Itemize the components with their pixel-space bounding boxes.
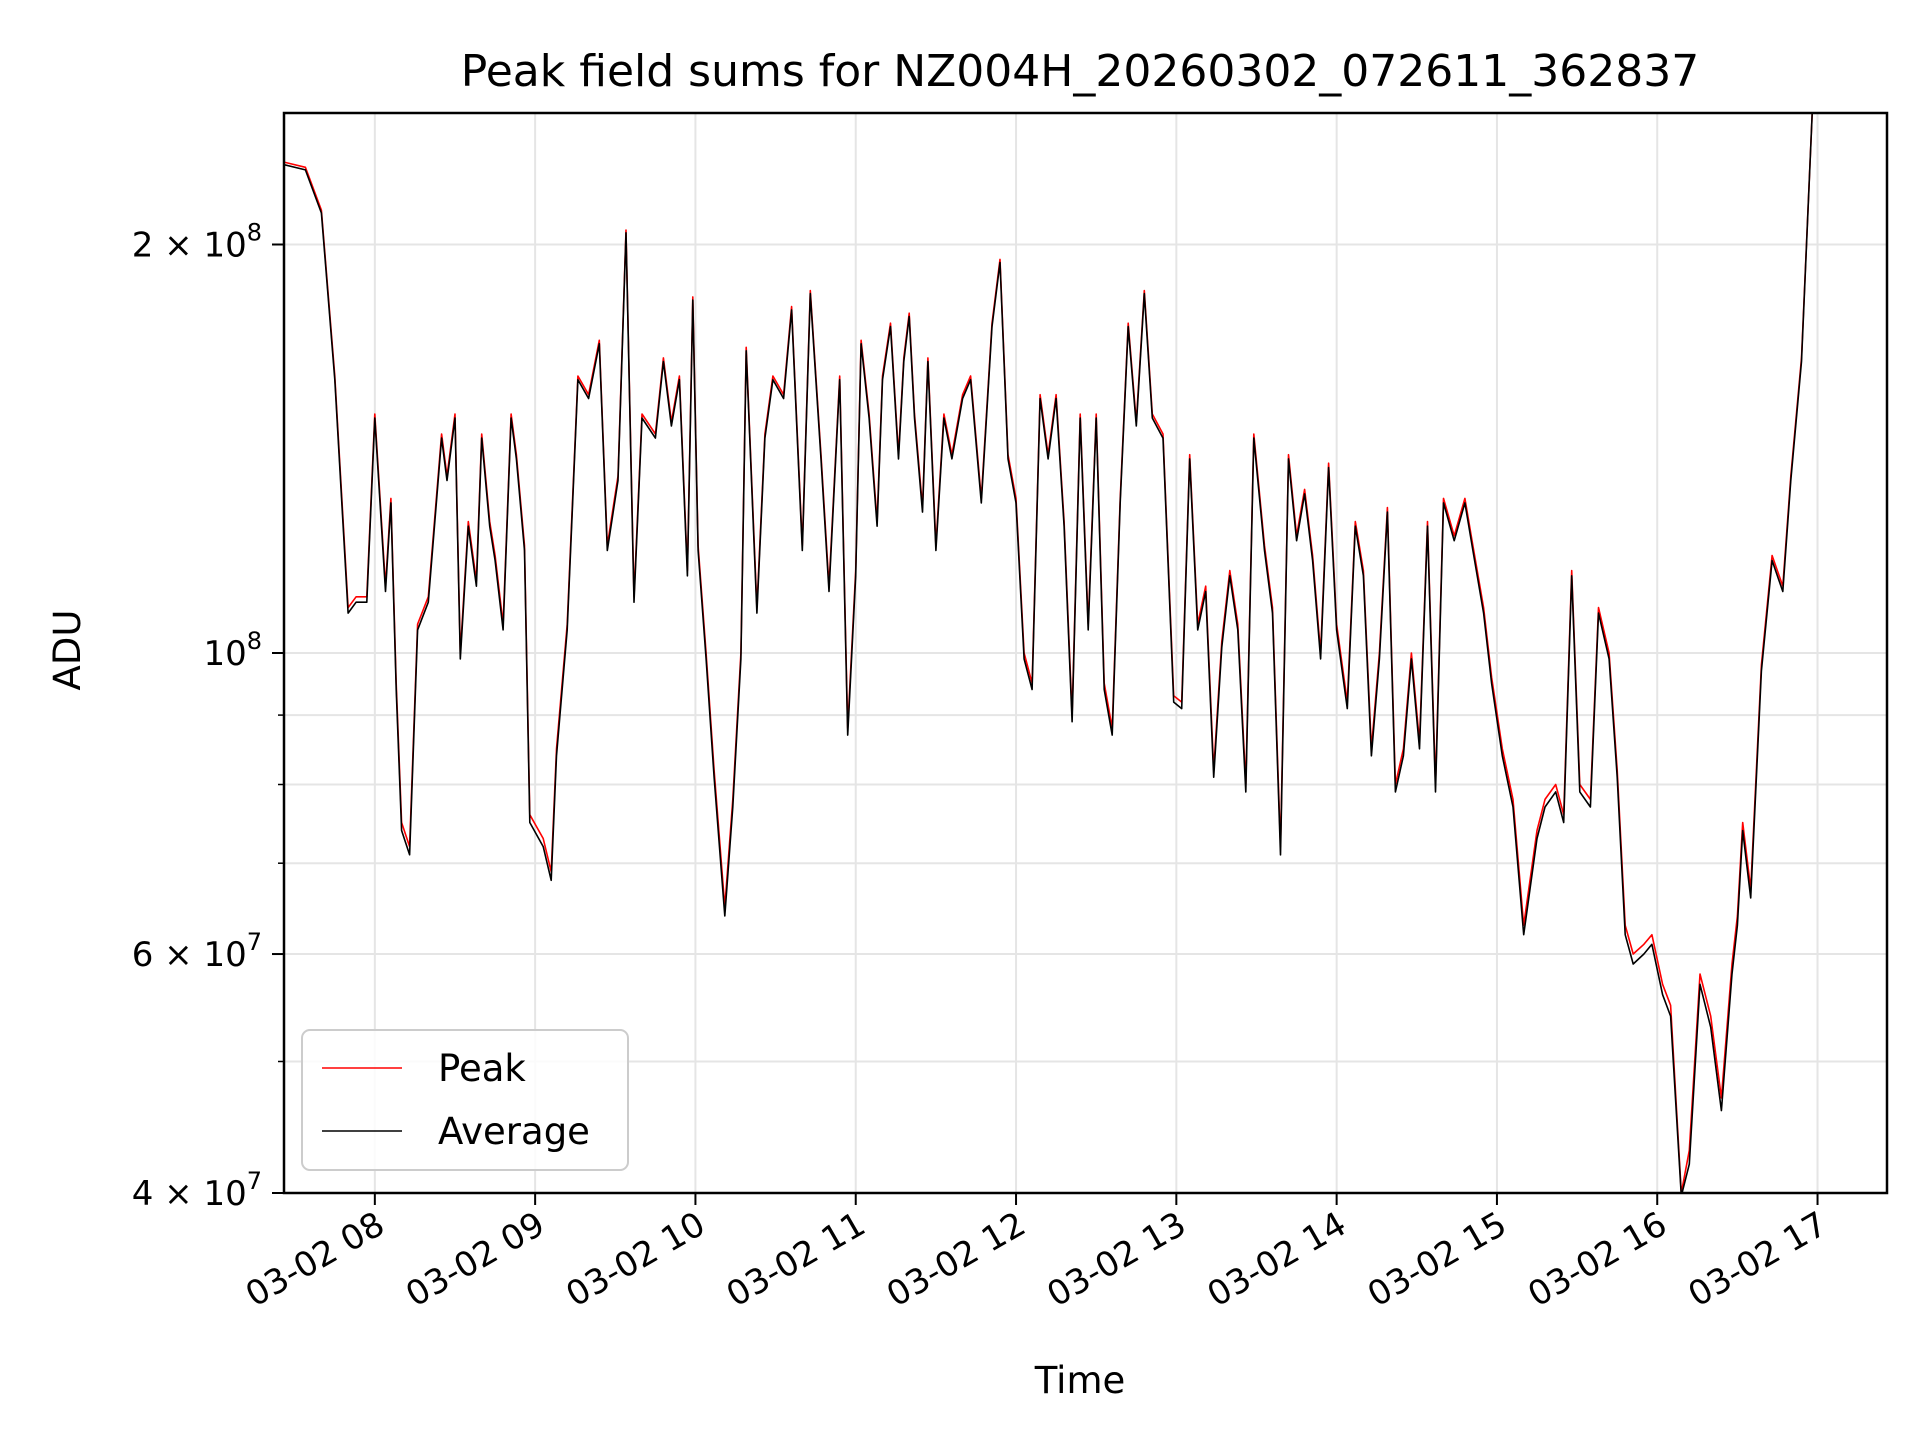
y-tick-mantissa: 4 (132, 1174, 154, 1214)
y-tick-label: 6 × 107 (132, 928, 262, 975)
y-tick-base: 10 (203, 226, 246, 266)
y-tick-label: 108 (203, 627, 262, 674)
y-tick-exponent: 8 (247, 219, 262, 247)
y-tick-base: 10 (203, 935, 246, 975)
y-tick-exponent: 7 (247, 928, 262, 956)
y-tick-label: 2 × 108 (132, 219, 262, 266)
y-tick-exponent: 8 (247, 627, 262, 655)
series-line-average (284, 113, 1813, 1193)
y-tick-mantissa: 2 (132, 226, 154, 266)
y-tick-base: 10 (203, 634, 246, 674)
y-tick-base: 10 (203, 1174, 246, 1214)
legend: Peak Average (301, 1029, 629, 1171)
y-tick-times: × (153, 935, 203, 975)
y-axis-label: ADU (46, 610, 89, 691)
x-axis-label: Time (1034, 1359, 1126, 1402)
y-tick-label: 4 × 107 (132, 1167, 262, 1214)
legend-label-peak: Peak (438, 1047, 526, 1090)
legend-box (301, 1029, 629, 1171)
series-group (284, 113, 1813, 1193)
y-tick-times: × (153, 1174, 203, 1214)
y-tick-times: × (153, 226, 203, 266)
legend-label-average: Average (438, 1110, 590, 1153)
y-tick-mantissa: 6 (132, 935, 154, 975)
y-tick-exponent: 7 (247, 1167, 262, 1195)
chart-title: Peak field sums for NZ004H_20260302_0726… (461, 46, 1699, 97)
